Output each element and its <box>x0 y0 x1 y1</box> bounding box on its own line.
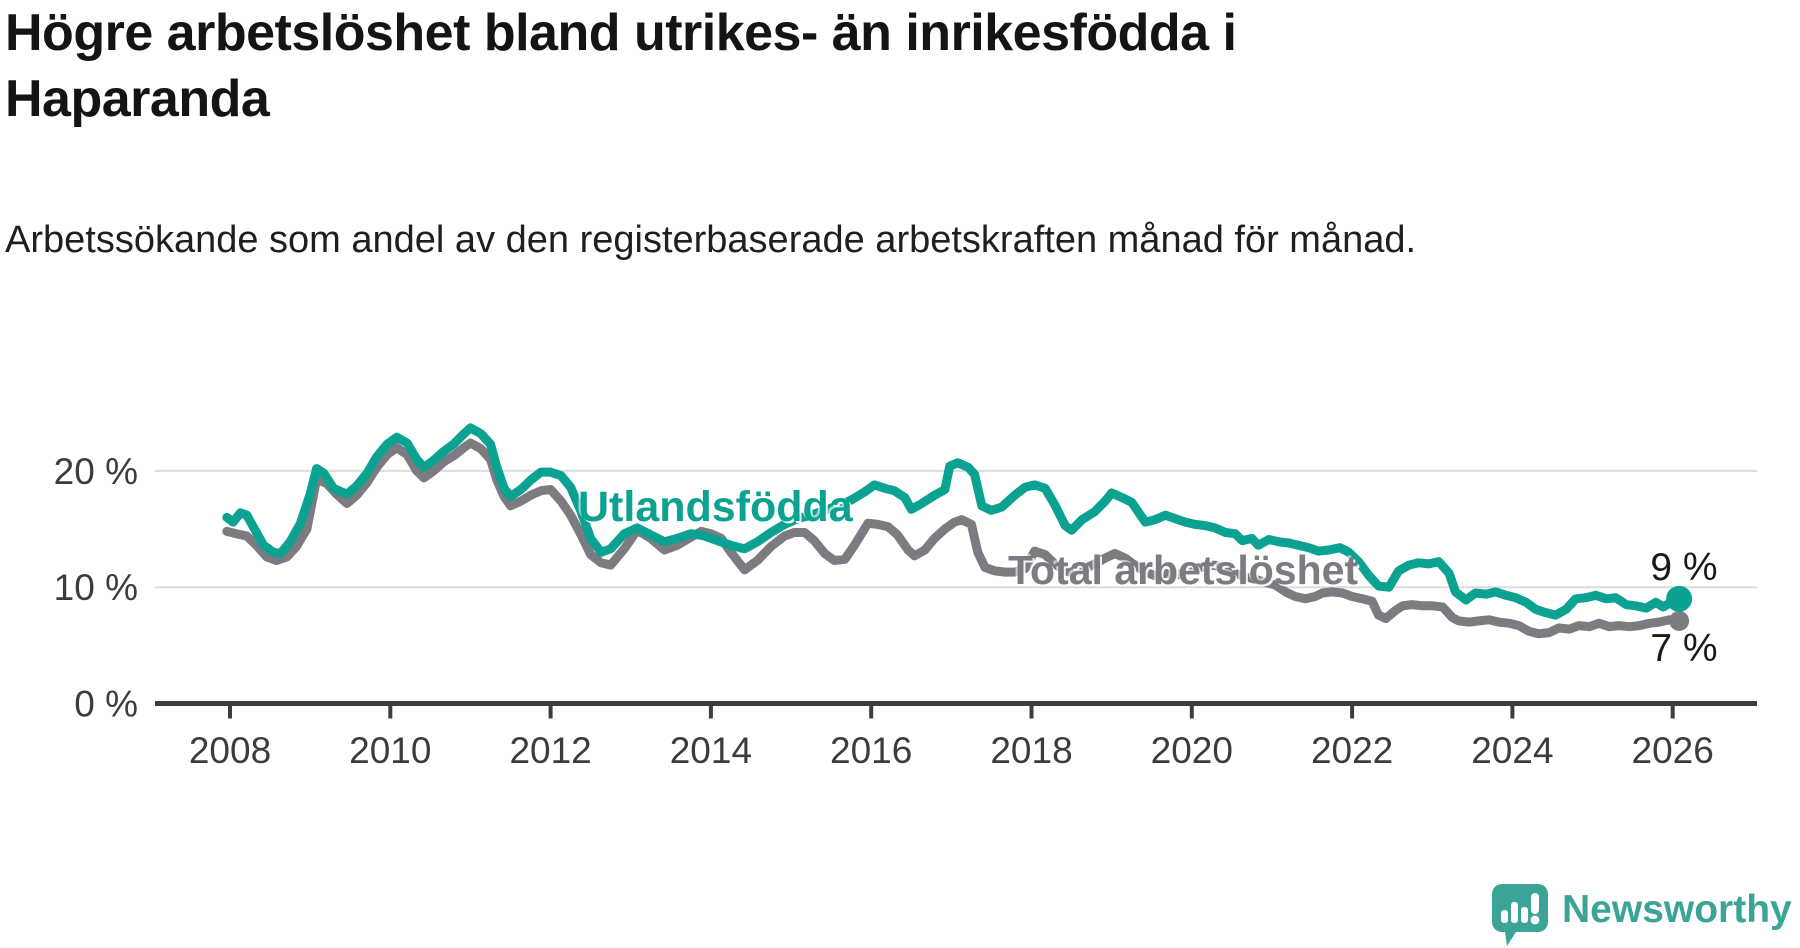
x-tick-label: 2016 <box>830 730 912 771</box>
series-endpoint-dot-total <box>1669 610 1690 631</box>
newsworthy-brand: Newsworthy <box>1492 884 1792 948</box>
series-label-utlandsfodda: Utlandsfödda <box>578 483 853 531</box>
series-endpoint-dot-utlandsfodda <box>1666 585 1693 612</box>
x-tick-label: 2022 <box>1311 730 1393 771</box>
newsworthy-logo-icon <box>1492 884 1548 946</box>
x-tick-label: 2014 <box>670 730 752 771</box>
series-line-utlandsfodda <box>222 423 1684 620</box>
x-tick-label: 2008 <box>189 730 271 771</box>
x-tick-label: 2020 <box>1151 730 1233 771</box>
page-title: Högre arbetslöshet bland utrikes- än inr… <box>5 4 1237 128</box>
end-value-label-utlandsfodda: 9 % <box>1650 546 1718 589</box>
x-tick-label: 2018 <box>990 730 1072 771</box>
y-tick-label: 10 % <box>54 567 138 608</box>
series-label-total-arbetsloshet: Total arbetslöshet <box>1008 547 1359 593</box>
end-value-label-total: 7 % <box>1650 627 1718 670</box>
series-line-total <box>222 438 1684 639</box>
x-tick-label: 2026 <box>1632 730 1714 771</box>
brand-name: Newsworthy <box>1562 888 1792 931</box>
y-tick-label: 20 % <box>54 451 138 492</box>
x-tick-label: 2010 <box>349 730 431 771</box>
y-tick-label: 0 % <box>74 684 138 725</box>
x-tick-label: 2012 <box>509 730 591 771</box>
chart-subtitle: Arbetssökande som andel av den registerb… <box>5 219 1417 261</box>
x-tick-label: 2024 <box>1471 730 1553 771</box>
